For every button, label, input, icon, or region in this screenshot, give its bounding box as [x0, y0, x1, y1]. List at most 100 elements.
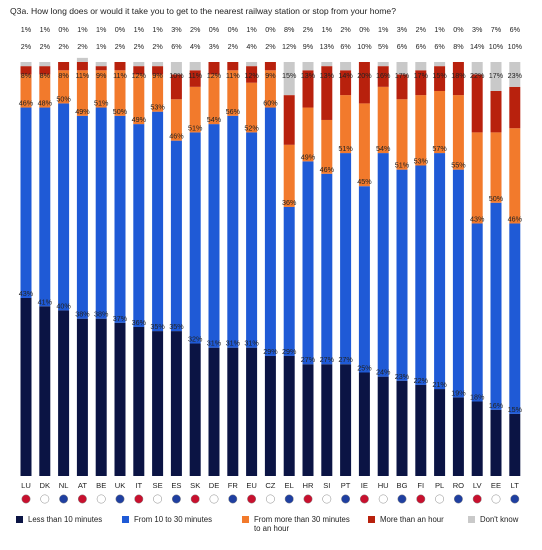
data-label-EL-gt60: 12% — [282, 42, 297, 51]
flag-eu-icon — [247, 494, 257, 504]
data-label-SI-m10_30: 46% — [320, 165, 335, 174]
data-label-EE-m10_30: 50% — [489, 194, 504, 203]
data-label-UK-m30_60: 11% — [113, 71, 127, 80]
bar-segment-AT-m10_30 — [76, 115, 88, 319]
bar-segment-RO-m30_60 — [452, 95, 464, 170]
bar-segment-LV-dk — [471, 62, 483, 75]
data-label-PL-m30_60: 15% — [432, 71, 447, 80]
flag-netherlands-icon — [59, 494, 69, 504]
category-label-FR: FR — [228, 481, 239, 490]
data-label-BE-gt60: 1% — [96, 42, 107, 51]
bar-segment-FI-m10_30 — [415, 165, 427, 385]
bar-segment-HR-dk — [302, 62, 314, 71]
legend-swatch-gt60 — [368, 516, 375, 523]
data-label-DK-m30_60: 8% — [40, 71, 51, 80]
data-label-LV-lt10: 18% — [470, 392, 485, 401]
legend-item-lt10: Less than 10 minutes — [16, 515, 116, 524]
bar-segment-FI-dk — [415, 62, 427, 71]
data-label-DE-m10_30: 54% — [207, 115, 222, 124]
bar-segment-HR-m10_30 — [302, 161, 314, 365]
bar-segment-IE-lt10 — [358, 372, 370, 476]
stacked-bar-chart: 43% 46% 8% 2% 1% LU 41% 48% 8% 2% 1% DK 40% 50% 8% 2% 0%… — [19, 25, 523, 504]
bar-segment-LU-m30_60 — [20, 74, 32, 108]
data-label-LT-dk: 6% — [510, 25, 521, 34]
bar-segment-UK-m30_60 — [114, 70, 126, 116]
bar-segment-EU-gt60 — [246, 66, 258, 83]
legend-item-10-30: From 10 to 30 minutes — [122, 515, 234, 524]
data-label-ES-dk: 3% — [171, 25, 182, 34]
category-label-EL: EL — [285, 481, 294, 490]
bar-segment-BE-m30_60 — [95, 70, 107, 108]
legend-item-30-60: From more than 30 minutes to an hour — [242, 515, 350, 533]
data-label-CZ-m30_60: 9% — [265, 71, 276, 80]
bar-segment-BG-m10_30 — [396, 169, 408, 381]
data-label-CZ-gt60: 2% — [265, 42, 276, 51]
bar-segment-EE-dk — [490, 62, 502, 91]
category-label-FI: FI — [417, 481, 424, 490]
data-label-EE-dk: 7% — [491, 25, 502, 34]
data-label-DE-gt60: 3% — [209, 42, 220, 51]
bar-segment-LT-lt10 — [509, 413, 521, 476]
bar-segment-FI-m30_60 — [415, 95, 427, 166]
flag-denmark-icon — [40, 494, 50, 504]
bar-segment-BE-m10_30 — [95, 107, 107, 319]
data-label-LV-dk: 3% — [472, 25, 483, 34]
data-label-FI-m10_30: 53% — [414, 157, 429, 166]
data-label-AT-lt10: 38% — [75, 310, 90, 319]
data-label-BG-m30_60: 17% — [395, 71, 410, 80]
data-label-RO-gt60: 8% — [453, 42, 464, 51]
flag-latvia-icon — [472, 494, 482, 504]
data-label-HU-lt10: 24% — [376, 368, 391, 377]
data-label-HR-gt60: 9% — [303, 42, 314, 51]
bar-segment-RO-lt10 — [452, 397, 464, 476]
legend-swatch-dk — [468, 516, 475, 523]
legend-label-gt60: More than an hour — [380, 515, 444, 524]
bar-segment-LT-m10_30 — [509, 223, 521, 414]
data-label-CZ-lt10: 29% — [263, 347, 278, 356]
data-label-SE-gt60: 2% — [152, 42, 163, 51]
bar-segment-SI-dk — [321, 62, 333, 67]
bar-segment-FR-m30_60 — [227, 70, 239, 116]
data-label-EL-lt10: 29% — [282, 347, 297, 356]
bar-segment-SK-lt10 — [189, 343, 201, 476]
flag-spain-icon — [171, 494, 181, 504]
bar-segment-SE-dk — [152, 62, 164, 67]
data-label-DE-m30_60: 12% — [207, 71, 222, 80]
data-label-HR-dk: 2% — [303, 25, 314, 34]
data-label-IT-dk: 1% — [134, 25, 145, 34]
bar-segment-SI-m30_60 — [321, 119, 333, 174]
bar-segment-EU-dk — [246, 62, 258, 67]
bar-segment-EL-gt60 — [283, 95, 295, 145]
bar-segment-HU-m10_30 — [377, 153, 389, 377]
data-label-IE-gt60: 10% — [357, 42, 372, 51]
data-label-SI-lt10: 27% — [320, 355, 335, 364]
bar-segment-DE-lt10 — [208, 347, 220, 476]
bar-segment-SK-gt60 — [189, 70, 201, 87]
data-label-NL-m10_30: 50% — [56, 94, 71, 103]
bar-segment-EE-lt10 — [490, 409, 502, 476]
data-label-ES-m30_60: 10% — [169, 71, 184, 80]
data-label-PT-m30_60: 14% — [338, 71, 353, 80]
flag-belgium-icon — [96, 494, 106, 504]
data-label-SK-m30_60: 11% — [188, 71, 202, 80]
bar-segment-UK-m10_30 — [114, 115, 126, 323]
bar-segment-UK-gt60 — [114, 62, 126, 71]
data-label-EU-lt10: 31% — [244, 339, 259, 348]
data-label-HU-m10_30: 54% — [376, 144, 391, 153]
bar-segment-LV-m10_30 — [471, 223, 483, 402]
bar-segment-AT-gt60 — [76, 62, 88, 71]
data-label-EL-m30_60: 15% — [282, 71, 297, 80]
data-label-NL-m30_60: 8% — [58, 71, 69, 80]
legend-item-dk: Don't know — [468, 515, 538, 524]
data-label-IT-m30_60: 12% — [132, 71, 147, 80]
bar-segment-PT-gt60 — [340, 70, 352, 96]
bar-segment-HR-m30_60 — [302, 107, 314, 162]
bar-segment-SE-m30_60 — [152, 74, 164, 112]
flag-romania-icon — [453, 494, 463, 504]
bar-segment-SK-m10_30 — [189, 132, 201, 344]
category-label-NL: NL — [59, 481, 69, 490]
data-label-HR-m10_30: 49% — [301, 152, 316, 161]
bar-segment-AT-lt10 — [76, 318, 88, 476]
category-label-SE: SE — [153, 481, 163, 490]
data-label-NL-gt60: 2% — [58, 42, 69, 51]
